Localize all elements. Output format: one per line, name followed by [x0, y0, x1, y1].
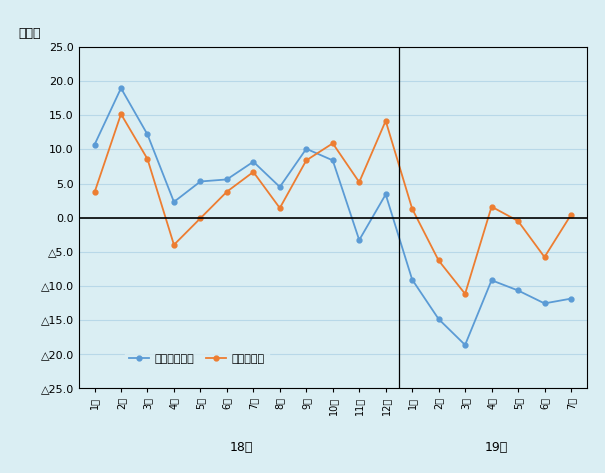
うち消費財 — [356, 179, 363, 185]
うち消費財 — [276, 205, 283, 211]
対中輸入総額 — [462, 342, 469, 348]
うち消費財 — [117, 111, 125, 117]
うち消費財 — [462, 291, 469, 297]
うち消費財 — [541, 254, 548, 260]
対中輸入総額 — [144, 131, 151, 137]
Text: （％）: （％） — [18, 27, 41, 40]
Legend: 対中輸入総額, うち消費財: 対中輸入総額, うち消費財 — [125, 350, 269, 368]
うち消費財 — [197, 215, 204, 221]
対中輸入総額 — [250, 159, 257, 165]
うち消費財 — [382, 118, 390, 124]
対中輸入総額 — [197, 179, 204, 184]
うち消費財 — [488, 204, 495, 210]
対中輸入総額 — [541, 300, 548, 306]
Text: 19年: 19年 — [484, 441, 508, 454]
Line: うち消費財: うち消費財 — [92, 112, 574, 296]
対中輸入総額 — [382, 192, 390, 197]
うち消費財 — [250, 169, 257, 175]
うち消費財 — [514, 218, 522, 224]
うち消費財 — [329, 140, 336, 146]
対中輸入総額 — [276, 184, 283, 190]
対中輸入総額 — [435, 316, 442, 322]
対中輸入総額 — [171, 199, 178, 205]
対中輸入総額 — [356, 237, 363, 243]
うち消費財 — [567, 212, 575, 218]
うち消費財 — [408, 206, 416, 211]
対中輸入総額 — [329, 158, 336, 163]
うち消費財 — [223, 189, 231, 194]
対中輸入総額 — [567, 296, 575, 301]
対中輸入総額 — [91, 142, 98, 148]
対中輸入総額 — [514, 288, 522, 293]
対中輸入総額 — [223, 176, 231, 182]
対中輸入総額 — [302, 146, 310, 152]
うち消費財 — [91, 190, 98, 195]
対中輸入総額 — [408, 277, 416, 282]
うち消費財 — [435, 258, 442, 263]
うち消費財 — [171, 242, 178, 248]
うち消費財 — [144, 156, 151, 162]
Text: 18年: 18年 — [230, 441, 253, 454]
対中輸入総額 — [488, 277, 495, 283]
Line: 対中輸入総額: 対中輸入総額 — [92, 86, 574, 347]
対中輸入総額 — [117, 85, 125, 91]
うち消費財 — [302, 158, 310, 163]
